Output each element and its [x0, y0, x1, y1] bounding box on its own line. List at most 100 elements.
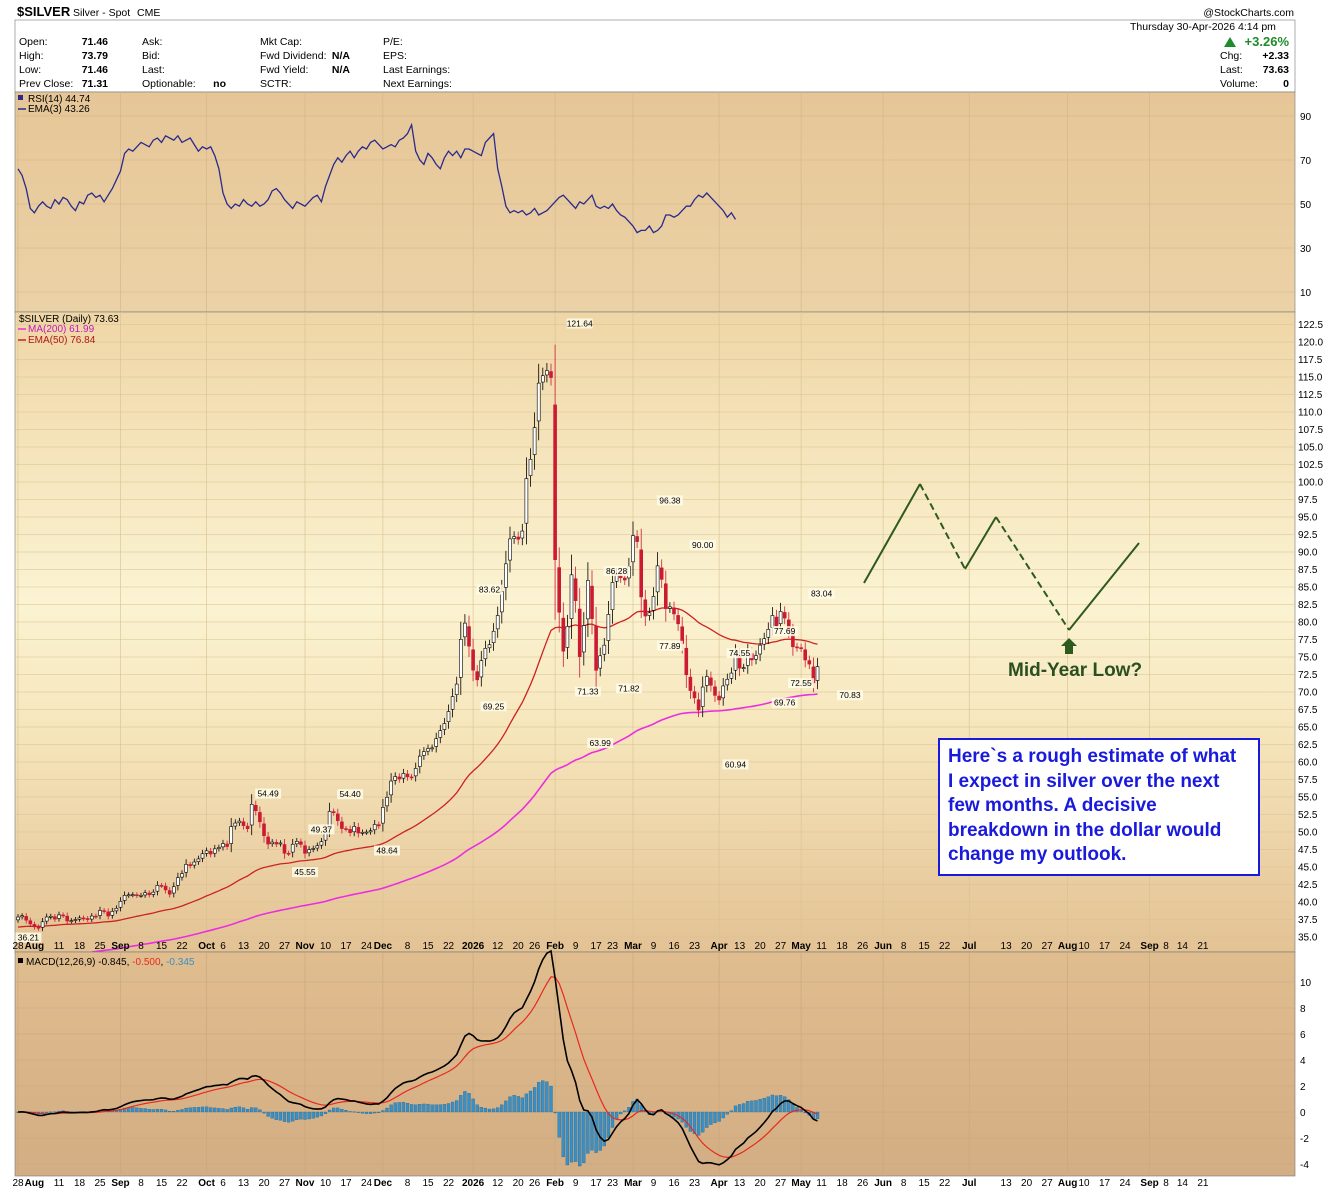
watermark: @StockCharts.com: [1203, 7, 1294, 19]
candle-body: [278, 842, 283, 845]
candle-body: [364, 831, 369, 834]
candle-body: [758, 644, 762, 655]
price-label-bg: [808, 588, 835, 599]
macd-hist-bar: [619, 1111, 623, 1115]
x-tick-label: 8: [138, 1178, 144, 1189]
candle-body: [155, 885, 160, 892]
candle-body: [467, 626, 471, 647]
macd-hist-bar: [336, 1107, 340, 1113]
x-tick-label: 10: [1078, 941, 1090, 952]
stat-label: P/E:: [383, 36, 403, 48]
price-tick-label: 52.5: [1298, 810, 1318, 821]
price-label: 83.62: [479, 585, 501, 595]
macd-hist-bar: [163, 1109, 168, 1113]
candle-body: [348, 829, 352, 833]
macd-hist-bar: [45, 1111, 49, 1113]
x-tick-label: 8: [901, 941, 907, 952]
price-label: 90.00: [692, 540, 714, 550]
macd-legend: MACD(12,26,9) -0.845, -0.500, -0.345: [18, 957, 195, 968]
candle-body: [528, 459, 533, 476]
price-tick-label: 112.5: [1298, 390, 1323, 401]
x-tick-label: 20: [258, 1178, 270, 1189]
candle-body: [561, 617, 566, 652]
candle-body: [180, 873, 184, 878]
macd-hist-bar: [196, 1107, 201, 1113]
macd-hist-bar: [209, 1107, 213, 1113]
candle-body: [290, 843, 295, 853]
candle-body: [114, 907, 119, 912]
candle-body: [225, 843, 229, 847]
stat-label: High:: [19, 50, 44, 62]
macd-line: [17, 949, 818, 1166]
macd-hist-bar: [299, 1111, 303, 1120]
price-label: 69.25: [483, 701, 505, 711]
candle-body: [110, 911, 115, 916]
candle-body: [237, 820, 242, 824]
x-tick-label: Nov: [296, 941, 315, 952]
price-label-bg: [788, 678, 815, 689]
x-tick-label: 16: [668, 941, 680, 952]
macd-hist-bar: [176, 1110, 180, 1113]
macd-hist-bar: [787, 1099, 791, 1113]
stat-value: 71.46: [82, 36, 108, 48]
macd-hist-bar: [692, 1111, 697, 1134]
candle-body: [208, 851, 213, 855]
macd-hist-bar: [688, 1111, 693, 1132]
macd-hist-bar: [684, 1111, 688, 1128]
candle-body: [598, 655, 603, 669]
macd-hist-bar: [586, 1111, 590, 1154]
macd-hist-bar: [455, 1100, 459, 1113]
stat-label: Fwd Yield:: [260, 64, 308, 76]
candle-body: [401, 773, 406, 779]
candle-body: [286, 852, 291, 855]
candle-body: [704, 676, 709, 686]
candle-body: [24, 916, 29, 921]
stat-value: 71.46: [82, 64, 108, 76]
stat-label: SCTR:: [260, 78, 292, 90]
rsi-tick-label: 10: [1300, 288, 1312, 299]
x-tick-label: Feb: [546, 941, 564, 952]
macd-hist-bar: [524, 1093, 529, 1113]
macd-hist-bar: [155, 1108, 160, 1113]
price-label: 54.49: [257, 789, 279, 799]
candle-body: [294, 841, 299, 845]
candle-body: [385, 796, 389, 807]
macd-tick-label: 8: [1300, 1004, 1306, 1015]
candle-body: [319, 841, 324, 846]
candle-body: [696, 699, 701, 711]
price-label-bg: [566, 318, 593, 329]
stat-label: Last:: [142, 64, 165, 76]
candle-body: [651, 596, 656, 611]
macd-hist-bar: [340, 1108, 344, 1113]
stat-label: Ask:: [142, 36, 162, 48]
price-tick-label: 80.0: [1298, 618, 1318, 629]
macd-hist-bar: [725, 1111, 729, 1115]
macd-hist-bar: [541, 1080, 545, 1113]
x-tick-label: 13: [1001, 941, 1013, 952]
x-tick-label: 8: [1163, 941, 1169, 952]
macd-hist-bar: [270, 1111, 274, 1119]
ma200-line: [91, 693, 818, 953]
candle-body: [569, 574, 574, 619]
stat-label: Mkt Cap:: [260, 36, 302, 48]
macd-hist-bar: [549, 1085, 553, 1113]
candle-body: [200, 853, 205, 859]
candle-body: [729, 672, 734, 679]
x-tick-label: 18: [837, 941, 849, 952]
price-label-bg: [689, 540, 716, 550]
x-tick-label: 23: [607, 1178, 619, 1189]
macd-tick-label: -2: [1300, 1134, 1309, 1145]
x-tick-label: 22: [176, 941, 188, 952]
x-tick-label: 17: [1099, 1178, 1111, 1189]
x-tick-label: Aug: [25, 1178, 44, 1189]
price-tick-label: 50.0: [1298, 828, 1318, 839]
price-tick-label: 87.5: [1298, 565, 1318, 576]
macd-hist-bar: [200, 1106, 205, 1113]
price-tick-label: 67.5: [1298, 705, 1318, 716]
candle-body: [606, 614, 611, 641]
price-tick-label: 95.0: [1298, 513, 1318, 524]
candle-body: [573, 578, 578, 601]
candle-body: [581, 625, 586, 653]
candle-body: [520, 530, 525, 539]
price-tick-label: 70.0: [1298, 688, 1318, 699]
